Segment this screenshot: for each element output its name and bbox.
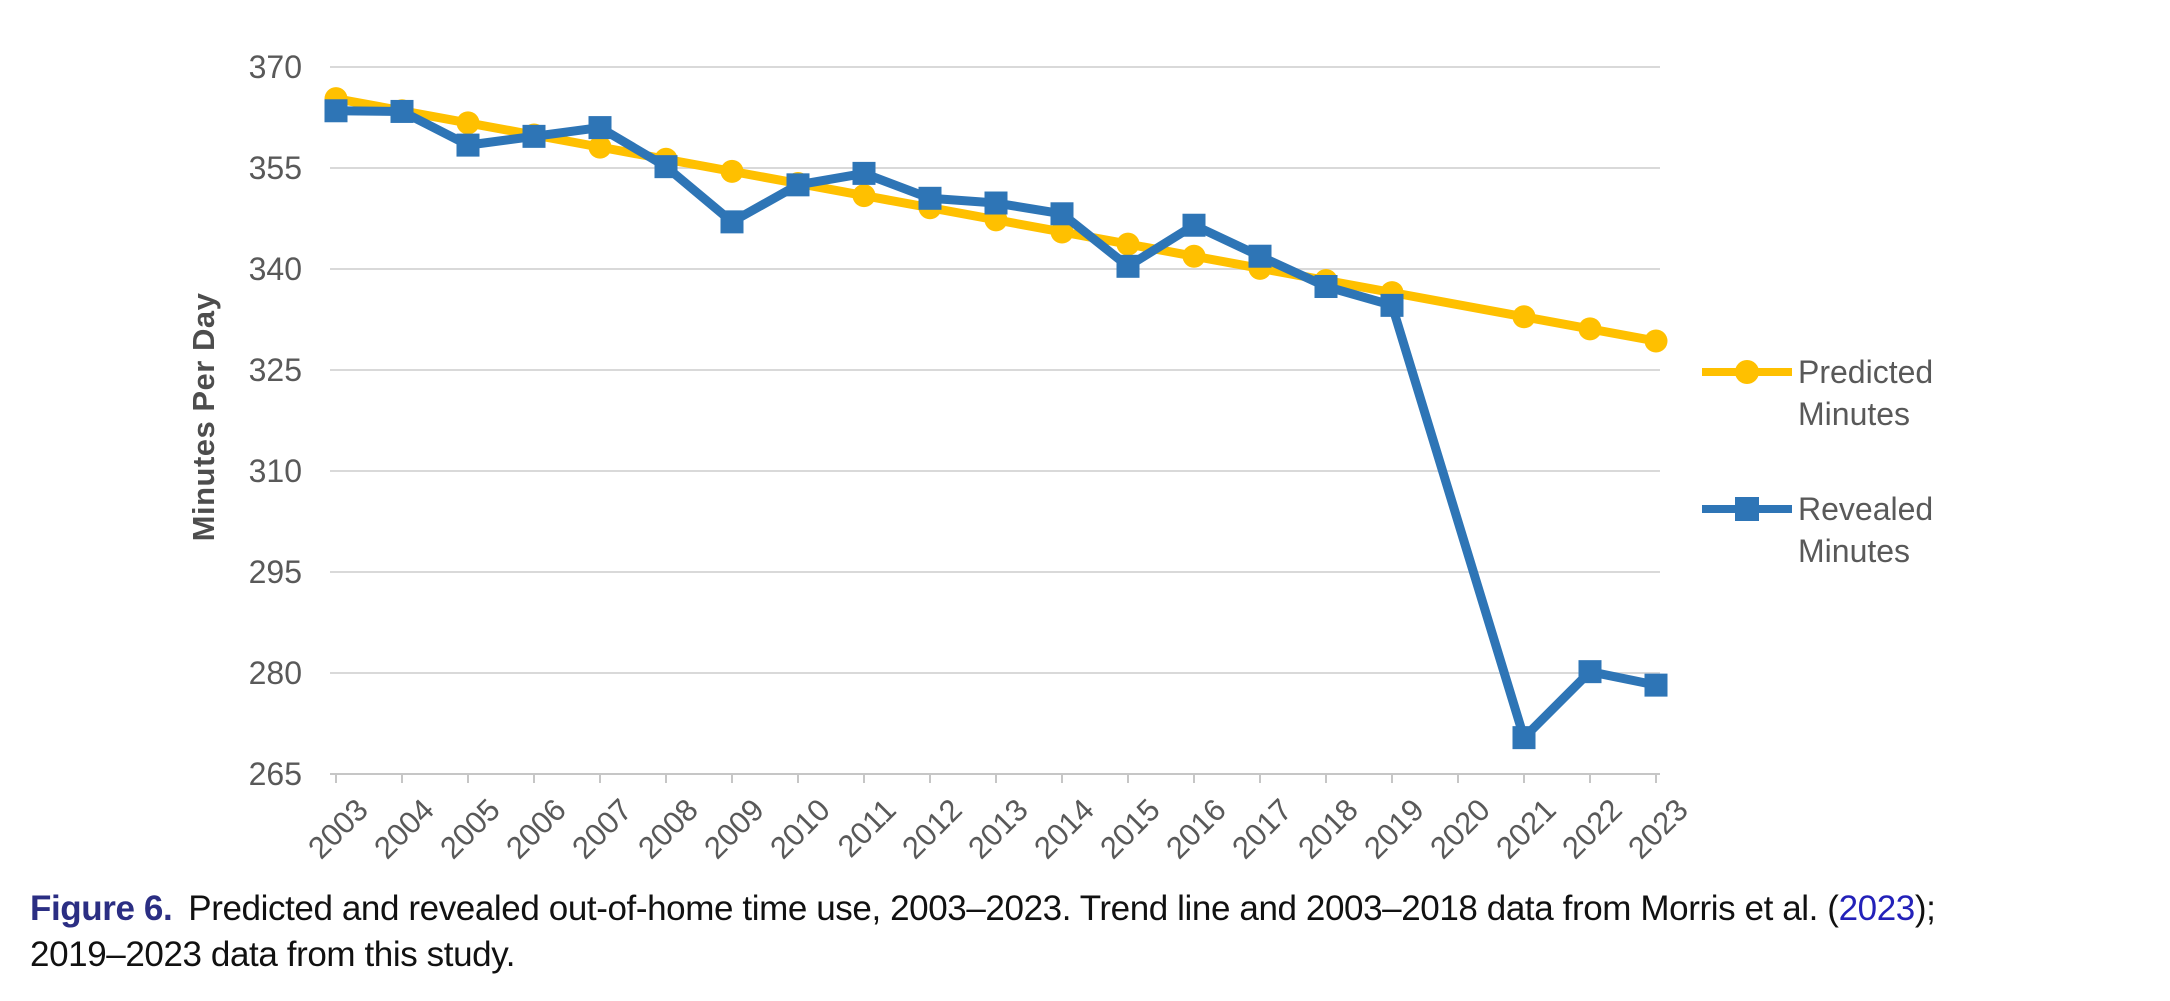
predicted-series bbox=[324, 87, 1668, 353]
legend: Predicted Minutes Revealed Minutes bbox=[1700, 0, 2160, 860]
y-tick-label: 325 bbox=[248, 352, 302, 388]
revealed-marker bbox=[1116, 254, 1140, 278]
x-axis bbox=[330, 773, 1660, 783]
legend-label-line: Minutes bbox=[1798, 533, 1911, 569]
revealed-marker bbox=[1380, 293, 1404, 317]
revealed-marker bbox=[720, 210, 744, 234]
revealed-marker bbox=[1182, 213, 1206, 237]
predicted-marker bbox=[1182, 244, 1206, 268]
predicted-marker bbox=[1116, 232, 1140, 256]
y-tick-label: 340 bbox=[248, 251, 302, 287]
revealed-marker bbox=[984, 191, 1008, 215]
y-tick-label: 355 bbox=[248, 150, 302, 186]
caption-text: ); bbox=[1914, 889, 1936, 928]
predicted-marker bbox=[720, 159, 744, 183]
predicted-marker bbox=[1050, 220, 1074, 244]
revealed-marker bbox=[1050, 202, 1074, 226]
y-tick-label: 265 bbox=[248, 756, 302, 792]
legend-label-line: Minutes bbox=[1798, 396, 1911, 432]
predicted-marker bbox=[1578, 317, 1602, 341]
predicted-marker bbox=[588, 135, 612, 159]
y-tick-label: 310 bbox=[248, 453, 302, 489]
y-tick-label: 280 bbox=[248, 655, 302, 691]
revealed-marker bbox=[1314, 275, 1338, 299]
revealed-marker bbox=[1578, 660, 1602, 684]
figure-caption: Figure 6. Predicted and revealed out-of-h… bbox=[30, 886, 2150, 978]
y-tick-label: 370 bbox=[248, 49, 302, 85]
revealed-marker bbox=[852, 161, 876, 185]
revealed-marker bbox=[588, 116, 612, 140]
predicted-marker bbox=[852, 184, 876, 208]
revealed-marker bbox=[654, 155, 678, 179]
predicted-marker bbox=[1512, 305, 1536, 329]
caption-text: Predicted and revealed out-of-home time … bbox=[188, 889, 1839, 928]
revealed-marker bbox=[1512, 726, 1536, 750]
chart-plot bbox=[324, 66, 1668, 783]
predicted-marker bbox=[1644, 329, 1668, 353]
legend-item-predicted: Predicted Minutes bbox=[1700, 351, 1933, 435]
revealed-marker bbox=[390, 99, 414, 123]
legend-label-line: Predicted bbox=[1798, 354, 1934, 390]
revealed-marker bbox=[1248, 244, 1272, 268]
legend-label-revealed: Revealed Minutes bbox=[1798, 488, 1933, 572]
revealed-marker bbox=[324, 99, 348, 123]
citation-link-2023[interactable]: 2023 bbox=[1838, 889, 1916, 928]
revealed-marker bbox=[786, 173, 810, 197]
revealed-series bbox=[324, 99, 1668, 750]
predicted-legend-marker bbox=[1702, 360, 1792, 384]
revealed-legend-marker bbox=[1702, 497, 1792, 521]
caption-label: Figure 6. bbox=[30, 889, 173, 928]
revealed-marker bbox=[918, 186, 942, 210]
legend-label-predicted: Predicted Minutes bbox=[1798, 351, 1933, 435]
caption-text-line2: 2019–2023 data from this study. bbox=[30, 935, 516, 974]
revealed-marker bbox=[456, 133, 480, 157]
gridlines bbox=[330, 66, 1660, 674]
revealed-marker bbox=[522, 124, 546, 148]
y-tick-label: 295 bbox=[248, 554, 302, 590]
predicted-marker bbox=[456, 111, 480, 135]
legend-item-revealed: Revealed Minutes bbox=[1700, 488, 1933, 572]
legend-label-line: Revealed bbox=[1798, 491, 1934, 527]
revealed-marker bbox=[1644, 673, 1668, 697]
